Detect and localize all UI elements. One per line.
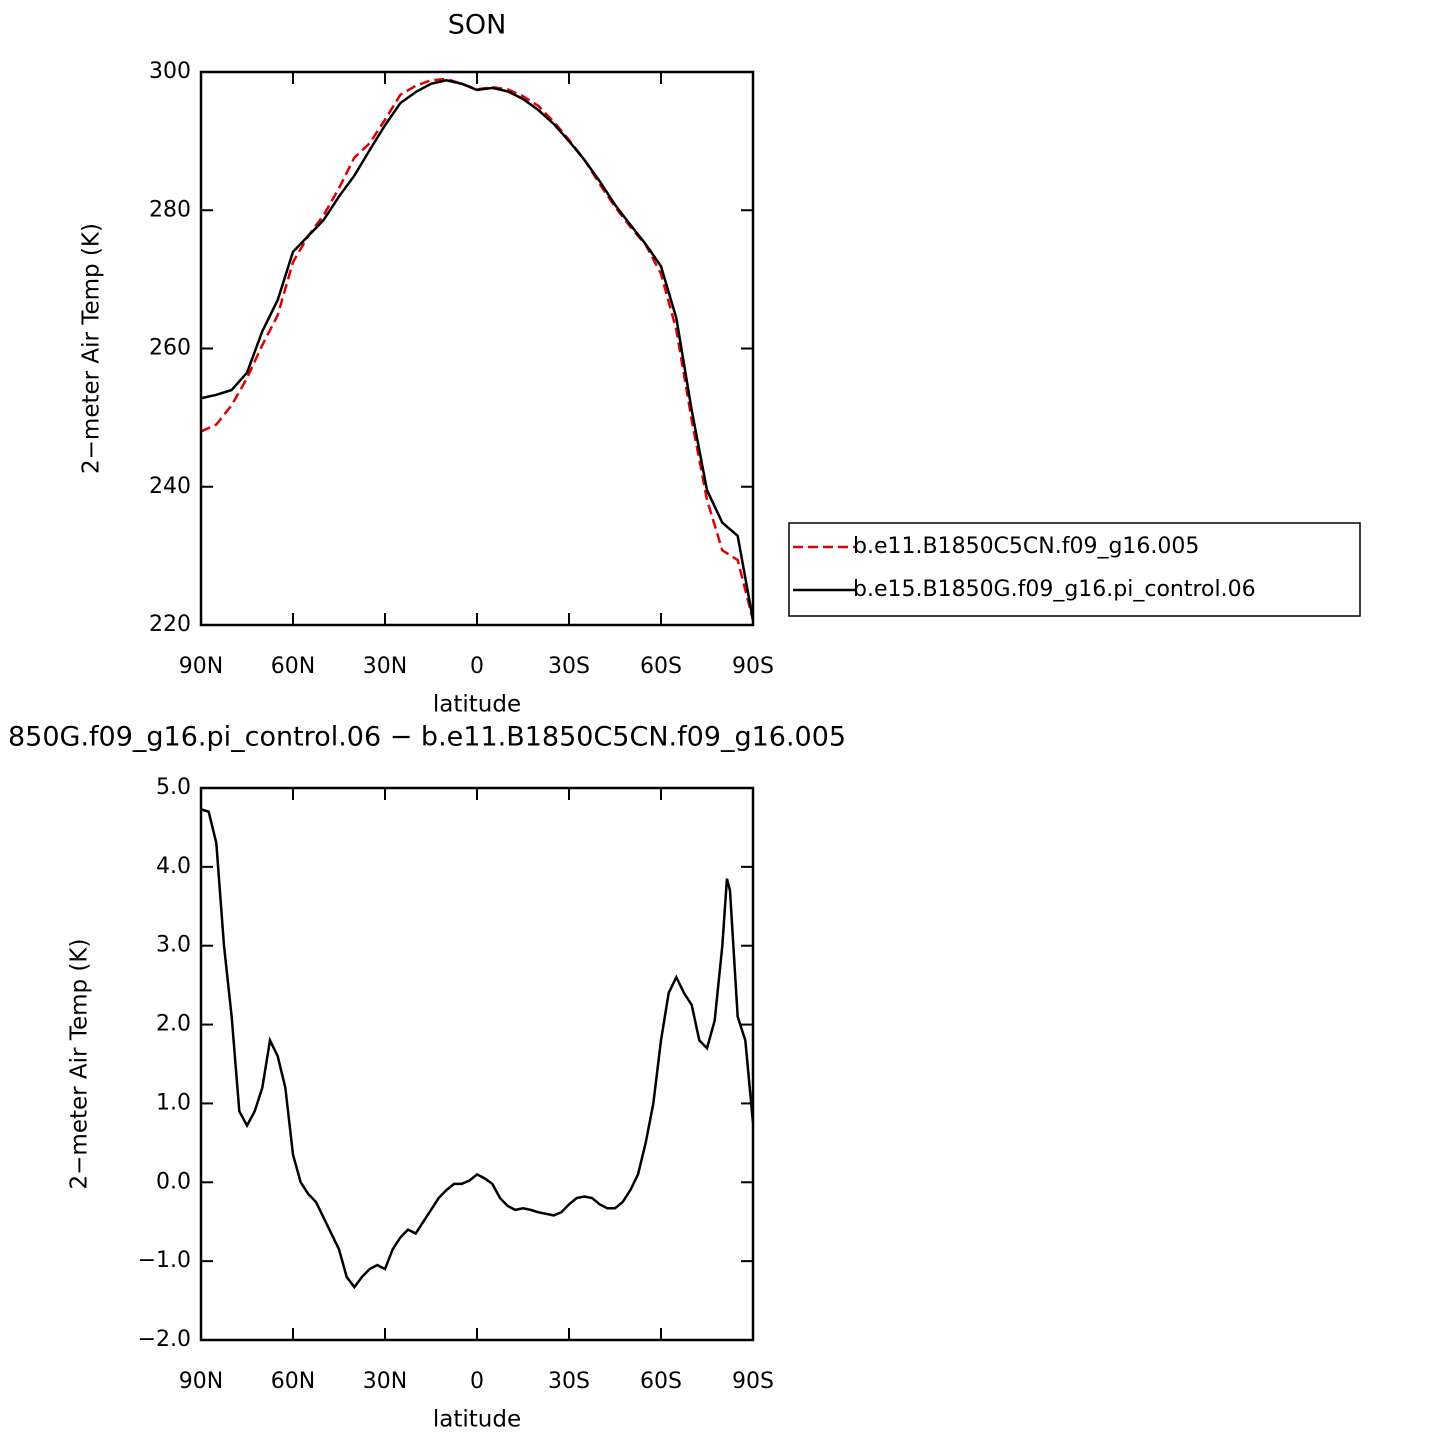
- legend-label: b.e11.B1850C5CN.f09_g16.005: [853, 534, 1199, 559]
- data-line: [200, 77, 755, 621]
- legend-label: b.e15.B1850G.f09_g16.pi_control.06: [853, 577, 1256, 602]
- data-line: [200, 808, 755, 1290]
- chart: SON latitude 2−meter Air Temp (K) 220 240 260…: [79, 10, 1361, 718]
- x-tick-label: 90S: [732, 1369, 774, 1394]
- x-axis-label: latitude: [433, 692, 521, 718]
- y-tick-label: −2.0: [138, 1327, 191, 1352]
- x-tick-label: 0: [470, 654, 484, 679]
- x-tick-label: 30N: [363, 654, 407, 679]
- x-tick-label: 60S: [640, 654, 682, 679]
- y-tick-label: 5.0: [156, 775, 191, 800]
- x-tick-label: 0: [470, 1369, 484, 1394]
- y-axis-label: 2−meter Air Temp (K): [67, 939, 93, 1190]
- y-tick-label: 280: [149, 197, 191, 222]
- y-tick-label: 0.0: [156, 1169, 191, 1194]
- x-tick-label: 60N: [271, 654, 315, 679]
- y-tick-label: 240: [149, 474, 191, 499]
- y-tick-label: 2.0: [156, 1012, 191, 1037]
- x-tick-label: 30N: [363, 1369, 407, 1394]
- y-axis-label: 2−meter Air Temp (K): [79, 223, 105, 474]
- x-tick-label: 90N: [179, 654, 223, 679]
- y-tick-label: −1.0: [138, 1248, 191, 1273]
- x-tick-label: 60N: [271, 1369, 315, 1394]
- x-tick-label: 90S: [732, 654, 774, 679]
- y-tick-label: 1.0: [156, 1090, 191, 1115]
- x-axis-label: latitude: [433, 1407, 521, 1433]
- x-tick-label: 90N: [179, 1369, 223, 1394]
- y-tick-label: 260: [149, 336, 191, 361]
- chart: 850G.f09_g16.pi_control.06 − b.e11.B1850…: [8, 722, 846, 1433]
- x-tick-label: 30S: [548, 1369, 590, 1394]
- plot-frame: [199, 786, 755, 1342]
- y-tick-label: 3.0: [156, 933, 191, 958]
- chart-title: 850G.f09_g16.pi_control.06 − b.e11.B1850…: [8, 722, 846, 753]
- plot-frame: [199, 70, 755, 627]
- data-line: [200, 79, 755, 621]
- x-tick-label: 30S: [548, 654, 590, 679]
- y-tick-label: 220: [149, 612, 191, 637]
- y-tick-label: 4.0: [156, 854, 191, 879]
- y-tick-label: 300: [149, 59, 191, 84]
- chart-title: SON: [448, 10, 507, 41]
- x-tick-label: 60S: [640, 1369, 682, 1394]
- legend-box: [788, 522, 1361, 617]
